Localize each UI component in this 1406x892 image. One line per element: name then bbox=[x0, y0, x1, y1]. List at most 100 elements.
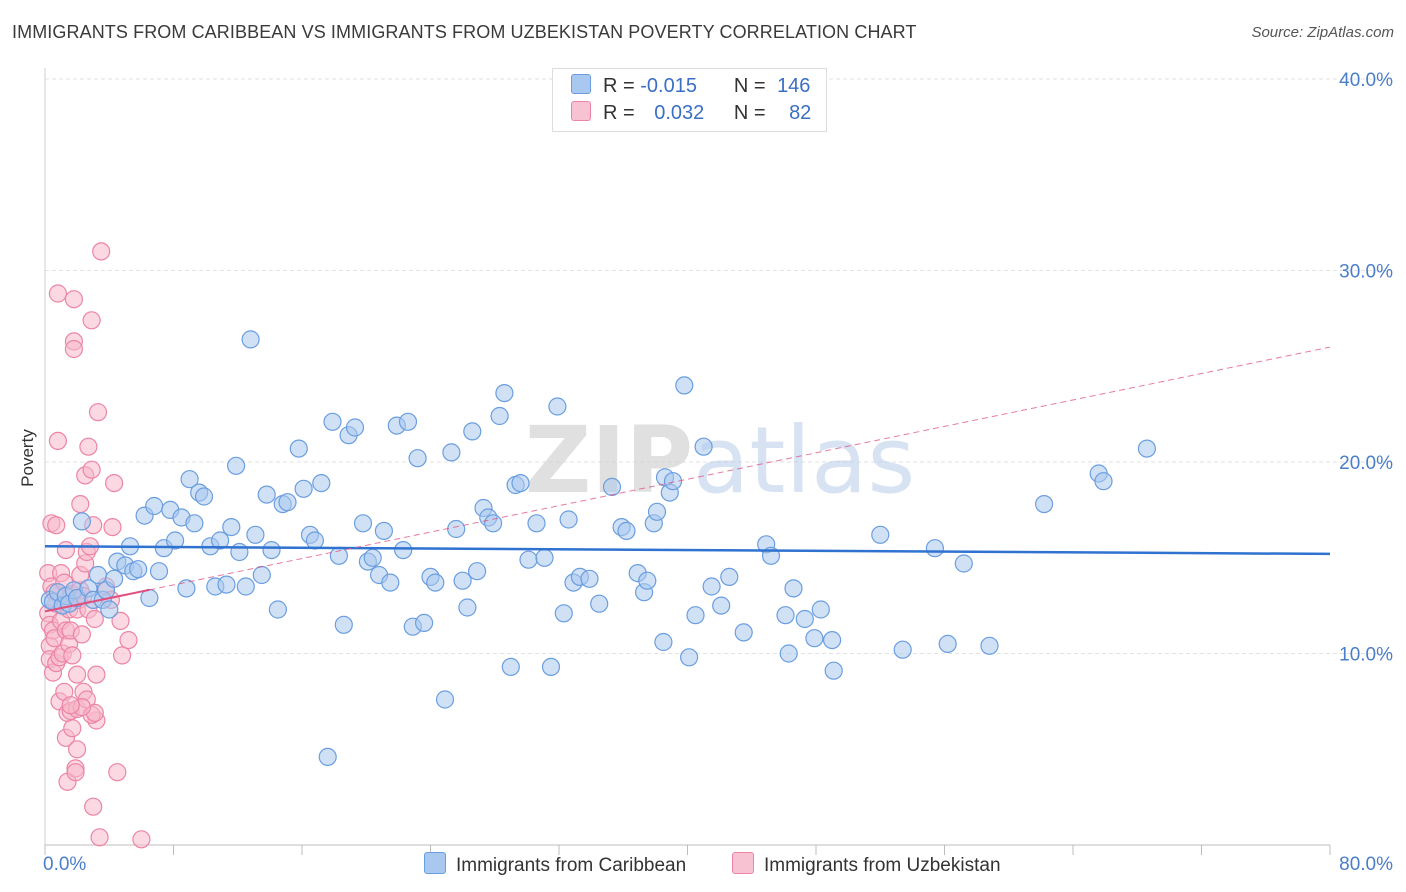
grid-lines bbox=[45, 78, 1392, 654]
caribbean-point bbox=[257, 485, 276, 504]
uzbekistan-point bbox=[71, 495, 90, 514]
r-label: R = bbox=[603, 75, 635, 97]
legend-item-uzbekistan[interactable]: Immigrants from Uzbekistan bbox=[732, 852, 1001, 876]
n-label: N = bbox=[733, 102, 766, 124]
stats-row-caribbean: R = -0.015 N = 146 bbox=[571, 74, 810, 100]
caribbean-point bbox=[211, 531, 230, 550]
uzbekistan-point bbox=[111, 611, 130, 631]
caribbean-point bbox=[871, 525, 890, 544]
caribbean-point bbox=[980, 636, 999, 655]
caribbean-point bbox=[318, 747, 337, 767]
caribbean-trend-line bbox=[44, 545, 1331, 556]
caribbean-point bbox=[305, 531, 324, 550]
uzbekistan-point bbox=[119, 630, 138, 650]
caribbean-point bbox=[495, 384, 514, 403]
uzbekistan-point bbox=[63, 719, 82, 738]
caribbean-point bbox=[1034, 495, 1054, 514]
caribbean-point bbox=[345, 418, 365, 437]
caribbean-point bbox=[822, 630, 842, 650]
caribbean-point bbox=[230, 542, 249, 562]
legend-item-caribbean[interactable]: Immigrants from Caribbean bbox=[424, 852, 686, 876]
y-axis-label: Poverty bbox=[18, 429, 37, 487]
caribbean-point bbox=[381, 573, 400, 592]
caribbean-point bbox=[468, 562, 487, 581]
caribbean-point bbox=[490, 406, 509, 426]
caribbean-point bbox=[334, 615, 353, 634]
caribbean-point bbox=[415, 613, 434, 633]
caribbean-point bbox=[702, 577, 721, 596]
stats-row-uzbekistan: R = 0.032 N = 82 bbox=[571, 101, 811, 127]
uzbekistan-point bbox=[64, 339, 84, 359]
caribbean-point bbox=[805, 629, 824, 648]
caribbean-point bbox=[323, 412, 342, 431]
uzbekistan-point bbox=[63, 646, 82, 665]
legend-label-caribbean: Immigrants from Caribbean bbox=[456, 855, 687, 876]
caribbean-point bbox=[104, 569, 124, 588]
caribbean-point bbox=[602, 477, 622, 496]
caribbean-point bbox=[100, 600, 119, 619]
uzbekistan-point bbox=[132, 830, 151, 849]
uzbekistan-point bbox=[103, 517, 122, 537]
caribbean-point bbox=[166, 531, 185, 550]
caribbean-point bbox=[824, 661, 843, 680]
r-value-caribbean: -0.015 bbox=[640, 75, 697, 97]
n-value-uzbekistan: 82 bbox=[789, 102, 812, 124]
caribbean-point bbox=[194, 487, 214, 506]
caribbean-point bbox=[268, 600, 287, 619]
caribbean-point bbox=[180, 470, 199, 489]
caribbean-point bbox=[554, 604, 573, 623]
caribbean-point bbox=[811, 600, 830, 619]
y-tick-label: 20.0% bbox=[1339, 453, 1393, 474]
caribbean-point bbox=[177, 579, 196, 598]
caribbean-point bbox=[694, 437, 713, 456]
caribbean-legend-swatch bbox=[424, 852, 446, 874]
uzbekistan-point bbox=[61, 696, 80, 715]
caribbean-point bbox=[511, 474, 530, 493]
uzbekistan-legend-swatch bbox=[732, 852, 754, 874]
caribbean-point bbox=[222, 517, 241, 537]
uzbekistan-point bbox=[88, 403, 108, 422]
caribbean-point bbox=[394, 540, 413, 560]
caribbean-point bbox=[501, 657, 520, 677]
caribbean-point bbox=[363, 548, 382, 567]
uzbekistan-point bbox=[79, 437, 98, 456]
y-tick-label: 10.0% bbox=[1339, 645, 1393, 666]
caribbean-point bbox=[88, 565, 108, 585]
caribbean-point bbox=[236, 577, 255, 596]
caribbean-point bbox=[353, 514, 373, 533]
caribbean-point bbox=[442, 443, 461, 462]
uzbekistan-point bbox=[67, 665, 87, 684]
caribbean-point bbox=[617, 521, 636, 541]
uzbekistan-point bbox=[48, 284, 68, 303]
caribbean-point bbox=[527, 514, 546, 533]
caribbean-point bbox=[590, 594, 609, 613]
caribbean-point bbox=[784, 579, 803, 598]
stats-box: R = -0.015 N = 146 R = 0.032 N = 82 bbox=[552, 68, 827, 132]
uzbekistan-point bbox=[84, 797, 103, 816]
uzbekistan-trend-extension bbox=[149, 346, 1331, 591]
uzbekistan-point bbox=[66, 763, 85, 782]
caribbean-point bbox=[734, 623, 753, 642]
caribbean-point bbox=[426, 573, 445, 592]
r-value-uzbekistan: 0.032 bbox=[654, 102, 705, 124]
caribbean-point bbox=[374, 521, 393, 541]
caribbean-point bbox=[712, 596, 731, 615]
caribbean-point bbox=[262, 540, 281, 560]
uzbekistan-point bbox=[56, 540, 76, 560]
uzbekistan-point bbox=[82, 460, 101, 479]
uzbekistan-point bbox=[90, 828, 109, 847]
caribbean-point bbox=[312, 474, 331, 493]
caribbean-point bbox=[541, 657, 561, 677]
caribbean-point bbox=[278, 493, 297, 512]
caribbean-point bbox=[484, 514, 503, 533]
uzbekistan-point bbox=[85, 609, 104, 629]
caribbean-point bbox=[1137, 439, 1157, 458]
caribbean-point bbox=[925, 539, 945, 558]
caribbean-point bbox=[779, 644, 798, 663]
uzbekistan-point bbox=[112, 646, 132, 665]
caribbean-point bbox=[519, 550, 538, 569]
uzbekistan-point bbox=[47, 516, 66, 535]
caribbean-point bbox=[679, 648, 699, 667]
caribbean-point bbox=[252, 565, 271, 585]
caribbean-point bbox=[227, 456, 246, 475]
